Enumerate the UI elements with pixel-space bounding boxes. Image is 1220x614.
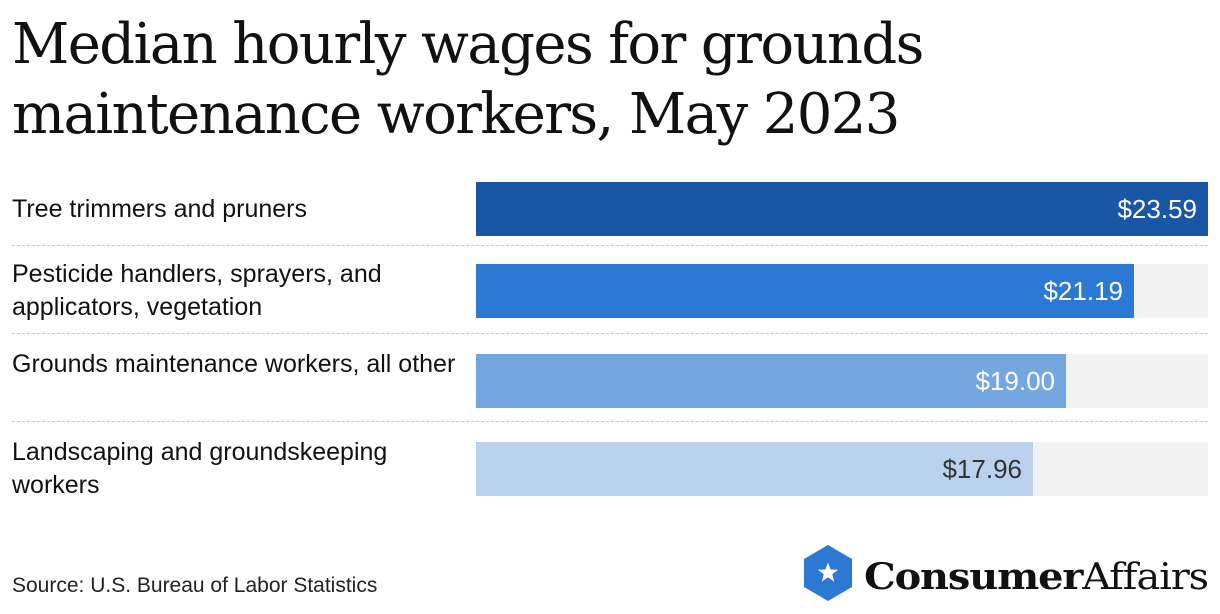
value-label: $21.19 — [1043, 276, 1123, 306]
bar — [476, 264, 1134, 318]
logo-brand-bold: Consumer — [864, 556, 1084, 598]
value-label: $17.96 — [942, 454, 1022, 484]
bar-track: $17.96 — [476, 442, 1208, 496]
logo-text: Consumer Affairs — [864, 556, 1208, 598]
bar — [476, 182, 1208, 236]
chart-title: Median hourly wages for grounds maintena… — [12, 12, 924, 147]
source-note: Source: U.S. Bureau of Labor Statistics — [12, 574, 378, 597]
category-label: Landscaping and groundskeeping workers — [12, 438, 388, 499]
value-label: $19.00 — [975, 366, 1055, 396]
value-label: $23.59 — [1117, 194, 1197, 224]
bar — [476, 442, 1033, 496]
bar-track: $23.59 — [476, 182, 1208, 236]
star-icon — [818, 562, 838, 582]
bar-track: $19.00 — [476, 354, 1208, 408]
category-label: Tree trimmers and pruners — [12, 195, 307, 223]
consumeraffairs-logo[interactable]: Consumer Affairs — [802, 543, 1212, 607]
category-label: Pesticide handlers, sprayers, and applic… — [12, 260, 382, 321]
bar — [476, 354, 1066, 408]
row-divider — [12, 245, 1208, 246]
row-divider — [12, 333, 1208, 334]
logo-svg: Consumer Affairs — [804, 545, 1209, 601]
bar-track: $21.19 — [476, 264, 1208, 318]
row-divider — [12, 421, 1208, 422]
category-label: Grounds maintenance workers, all other — [12, 350, 456, 378]
logo-brand-regular: Affairs — [1081, 557, 1208, 598]
